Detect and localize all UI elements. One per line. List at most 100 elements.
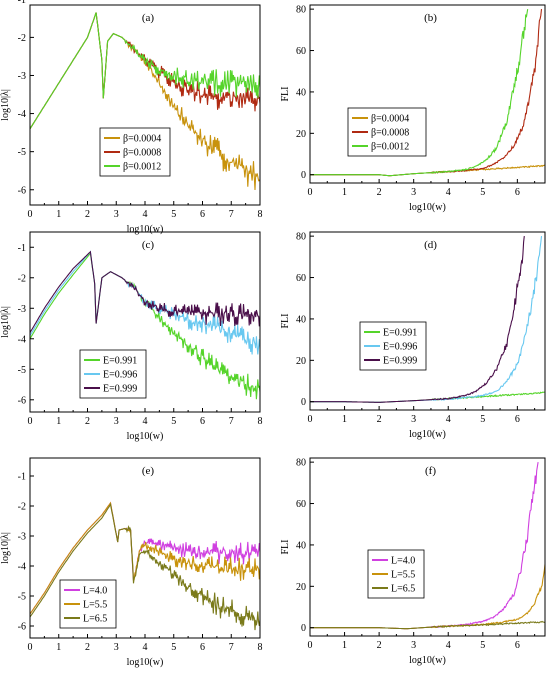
x-tick-label: 0 bbox=[308, 187, 313, 198]
y-tick-label: -5 bbox=[18, 365, 26, 376]
legend-label: β=0.0004 bbox=[371, 114, 409, 125]
x-tick-label: 8 bbox=[258, 642, 263, 653]
x-tick-label: 8 bbox=[258, 209, 263, 220]
x-tick-label: 4 bbox=[143, 642, 148, 653]
x-tick-label: 3 bbox=[114, 416, 119, 427]
x-axis-label: log10(w) bbox=[409, 655, 446, 666]
series-line-E=0.996 bbox=[310, 236, 543, 403]
x-tick-label: 3 bbox=[411, 640, 416, 651]
y-tick-label: -6 bbox=[18, 395, 26, 406]
x-tick-label: 3 bbox=[411, 187, 416, 198]
y-tick-label: 0 bbox=[301, 623, 306, 634]
y-tick-label: 20 bbox=[296, 129, 306, 140]
y-tick-label: -6 bbox=[18, 185, 26, 196]
x-tick-label: 1 bbox=[56, 209, 61, 220]
legend-label: β=0.0012 bbox=[371, 142, 409, 153]
y-tick-label: 60 bbox=[296, 273, 306, 284]
y-tick-label: 20 bbox=[296, 582, 306, 593]
x-tick-label: 8 bbox=[258, 416, 263, 427]
legend-label: L=6.5 bbox=[83, 614, 107, 625]
y-tick-label: -5 bbox=[18, 592, 26, 603]
y-tick-label: 60 bbox=[296, 499, 306, 510]
x-tick-label: 6 bbox=[515, 187, 520, 198]
panel-label: (d) bbox=[424, 239, 437, 251]
y-tick-label: 40 bbox=[296, 540, 306, 551]
x-tick-label: 2 bbox=[377, 414, 382, 425]
y-tick-label: -2 bbox=[18, 273, 26, 284]
x-tick-label: 6 bbox=[515, 414, 520, 425]
panel-label: (e) bbox=[142, 465, 155, 477]
y-tick-label: 40 bbox=[296, 314, 306, 325]
x-tick-label: 0 bbox=[28, 642, 33, 653]
x-tick-label: 7 bbox=[229, 209, 234, 220]
x-tick-label: 0 bbox=[28, 416, 33, 427]
panel-label: (b) bbox=[424, 12, 437, 24]
y-tick-label: 20 bbox=[296, 356, 306, 367]
x-axis-label: log10(w) bbox=[127, 224, 164, 235]
x-tick-label: 0 bbox=[308, 640, 313, 651]
x-tick-label: 5 bbox=[171, 642, 176, 653]
x-tick-label: 0 bbox=[28, 209, 33, 220]
x-tick-label: 3 bbox=[114, 209, 119, 220]
x-tick-label: 5 bbox=[480, 187, 485, 198]
panel-3: 0 1 2 3 4 5 6020406080log10(w)FLI(d)E=0.991E=0… bbox=[280, 231, 546, 440]
x-tick-label: 7 bbox=[229, 416, 234, 427]
y-tick-label: -2 bbox=[18, 502, 26, 513]
panel-1: 0 1 2 3 4 5 6020406080log10(w)FLI(b)β=0.0004β=… bbox=[280, 4, 546, 213]
x-tick-label: 5 bbox=[171, 209, 176, 220]
y-tick-label: -2 bbox=[18, 33, 26, 44]
y-tick-label: 80 bbox=[296, 458, 306, 469]
y-axis-label: FLI bbox=[280, 87, 291, 102]
legend-label: L=6.5 bbox=[391, 584, 415, 595]
y-tick-label: -6 bbox=[18, 622, 26, 633]
y-tick-label: 40 bbox=[296, 87, 306, 98]
y-axis-label: log10|λ| bbox=[0, 306, 11, 338]
series-line-L=6.5 bbox=[30, 503, 260, 631]
x-tick-label: 4 bbox=[446, 640, 451, 651]
legend-label: E=0.999 bbox=[103, 384, 137, 395]
plot-frame bbox=[309, 457, 546, 637]
x-tick-label: 2 bbox=[85, 642, 90, 653]
x-axis-label: log10(w) bbox=[409, 429, 446, 440]
legend-label: E=0.996 bbox=[383, 342, 417, 353]
y-tick-label: 80 bbox=[296, 5, 306, 16]
x-tick-label: 5 bbox=[480, 414, 485, 425]
x-tick-label: 7 bbox=[229, 642, 234, 653]
legend-label: L=5.5 bbox=[83, 600, 107, 611]
x-tick-label: 1 bbox=[342, 640, 347, 651]
y-tick-label: 0 bbox=[301, 397, 306, 408]
y-tick-label: 80 bbox=[296, 232, 306, 243]
y-tick-label: -1 bbox=[18, 243, 26, 254]
x-tick-label: 1 bbox=[342, 187, 347, 198]
series-line-β=0.0012 bbox=[30, 12, 260, 130]
y-tick-label: 60 bbox=[296, 46, 306, 57]
legend-label: E=0.991 bbox=[383, 328, 417, 339]
series-line-β=0.0008 bbox=[30, 12, 260, 130]
legend-label: E=0.991 bbox=[103, 356, 137, 367]
y-tick-label: 0 bbox=[301, 170, 306, 181]
x-tick-label: 6 bbox=[200, 209, 205, 220]
y-tick-label: -4 bbox=[18, 109, 26, 120]
panel-label: (c) bbox=[142, 239, 155, 251]
x-tick-label: 0 bbox=[308, 414, 313, 425]
panel-label: (f) bbox=[425, 465, 436, 477]
x-tick-label: 2 bbox=[85, 209, 90, 220]
x-tick-label: 1 bbox=[56, 642, 61, 653]
x-tick-label: 6 bbox=[515, 640, 520, 651]
y-tick-label: -3 bbox=[18, 304, 26, 315]
y-tick-label: -3 bbox=[18, 71, 26, 82]
x-tick-label: 1 bbox=[56, 416, 61, 427]
series-line-L=5.5 bbox=[310, 564, 545, 630]
y-tick-label: -1 bbox=[18, 0, 26, 6]
legend-label: E=0.999 bbox=[383, 356, 417, 367]
x-tick-label: 4 bbox=[446, 414, 451, 425]
x-tick-label: 2 bbox=[85, 416, 90, 427]
legend-label: β=0.0004 bbox=[123, 134, 161, 145]
x-tick-label: 5 bbox=[171, 416, 176, 427]
x-axis-label: log10(w) bbox=[409, 202, 446, 213]
x-tick-label: 2 bbox=[377, 187, 382, 198]
y-axis-label: log10|λ| bbox=[0, 532, 11, 564]
series-line-L=6.5 bbox=[310, 620, 545, 630]
y-axis-label: FLI bbox=[280, 314, 291, 329]
